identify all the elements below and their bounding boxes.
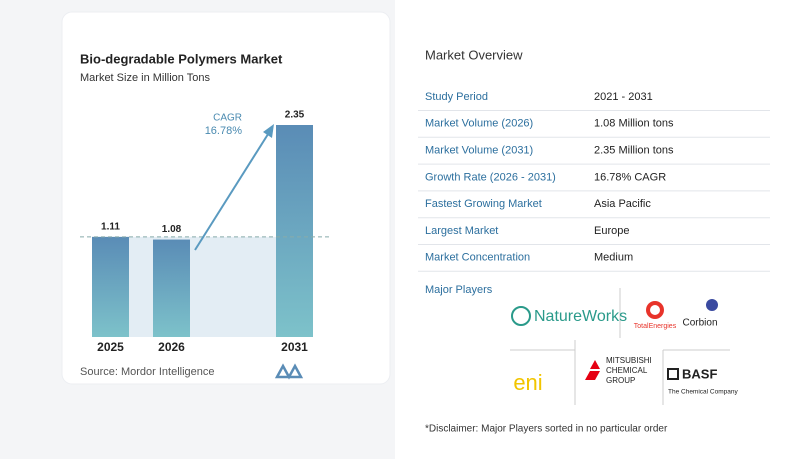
logo-corbion: Corbion: [682, 318, 717, 329]
value-label: 1.11: [101, 222, 120, 233]
logo-icon: [667, 368, 679, 380]
row-label: Growth Rate (2026 - 2031): [425, 171, 556, 183]
chart-subtitle: Market Size in Million Tons: [80, 72, 211, 84]
cagr-arrowhead: [263, 124, 274, 138]
logo-mitsubishi: MITSUBISHI CHEMICAL GROUP: [606, 356, 652, 385]
bar: [92, 236, 129, 337]
chart-title: Bio-degradable Polymers Market: [80, 51, 283, 66]
logo-icon: [650, 305, 660, 315]
bar: [153, 239, 190, 337]
value-label: 1.08: [162, 224, 182, 235]
cagr-label: CAGR: [213, 113, 242, 124]
bar: [276, 125, 313, 337]
logo-basf: BASF: [682, 366, 717, 381]
logo-mitsubishi-box: MITSUBISHI CHEMICAL GROUP: [606, 356, 652, 385]
overview-panel: [395, 0, 800, 459]
cagr-arrow: [194, 130, 271, 251]
x-tick-label: 2025: [97, 340, 124, 354]
players-title: Major Players: [425, 284, 493, 296]
logo-icon: [706, 299, 718, 311]
brand-logo: [274, 363, 304, 380]
x-tick-label: 2026: [158, 340, 185, 354]
row-value: Medium: [594, 252, 633, 264]
row-value: 1.08 Million tons: [594, 118, 674, 130]
source: Source: Mordor Intelligence: [80, 366, 215, 378]
row-label: Market Volume (2026): [425, 118, 533, 130]
logo-eni: eni: [513, 370, 542, 395]
row-value: Asia Pacific: [594, 198, 651, 210]
logo-totalenergies: TotalEnergies: [634, 323, 677, 330]
logo-icon: [585, 371, 600, 380]
row-label: Largest Market: [425, 225, 498, 237]
logos: NatureWorks TotalEnergies Corbion eni MI…: [510, 288, 738, 405]
logo-basf-tagline: The Chemical Company: [668, 389, 738, 396]
logo-natureworks: NatureWorks: [534, 308, 627, 325]
disclaimer: *Disclaimer: Major Players sorted in no …: [425, 424, 668, 435]
logo-icon: [590, 360, 600, 369]
row-label: Study Period: [425, 91, 488, 103]
row-label: Market Concentration: [425, 252, 530, 264]
logo-icon: [511, 306, 531, 326]
row-value: 2021 - 2031: [594, 91, 653, 103]
row-value: 2.35 Million tons: [594, 145, 674, 157]
x-tick-label: 2031: [281, 340, 308, 354]
row-label: Market Volume (2031): [425, 145, 533, 157]
shaded-area: [129, 236, 276, 337]
row-label: Fastest Growing Market: [425, 198, 542, 210]
value-label: 2.35: [285, 110, 305, 121]
cagr-value: 16.78%: [205, 125, 243, 137]
overview-title: Market Overview: [425, 47, 523, 62]
row-value: Europe: [594, 225, 629, 237]
row-value: 16.78% CAGR: [594, 171, 666, 183]
